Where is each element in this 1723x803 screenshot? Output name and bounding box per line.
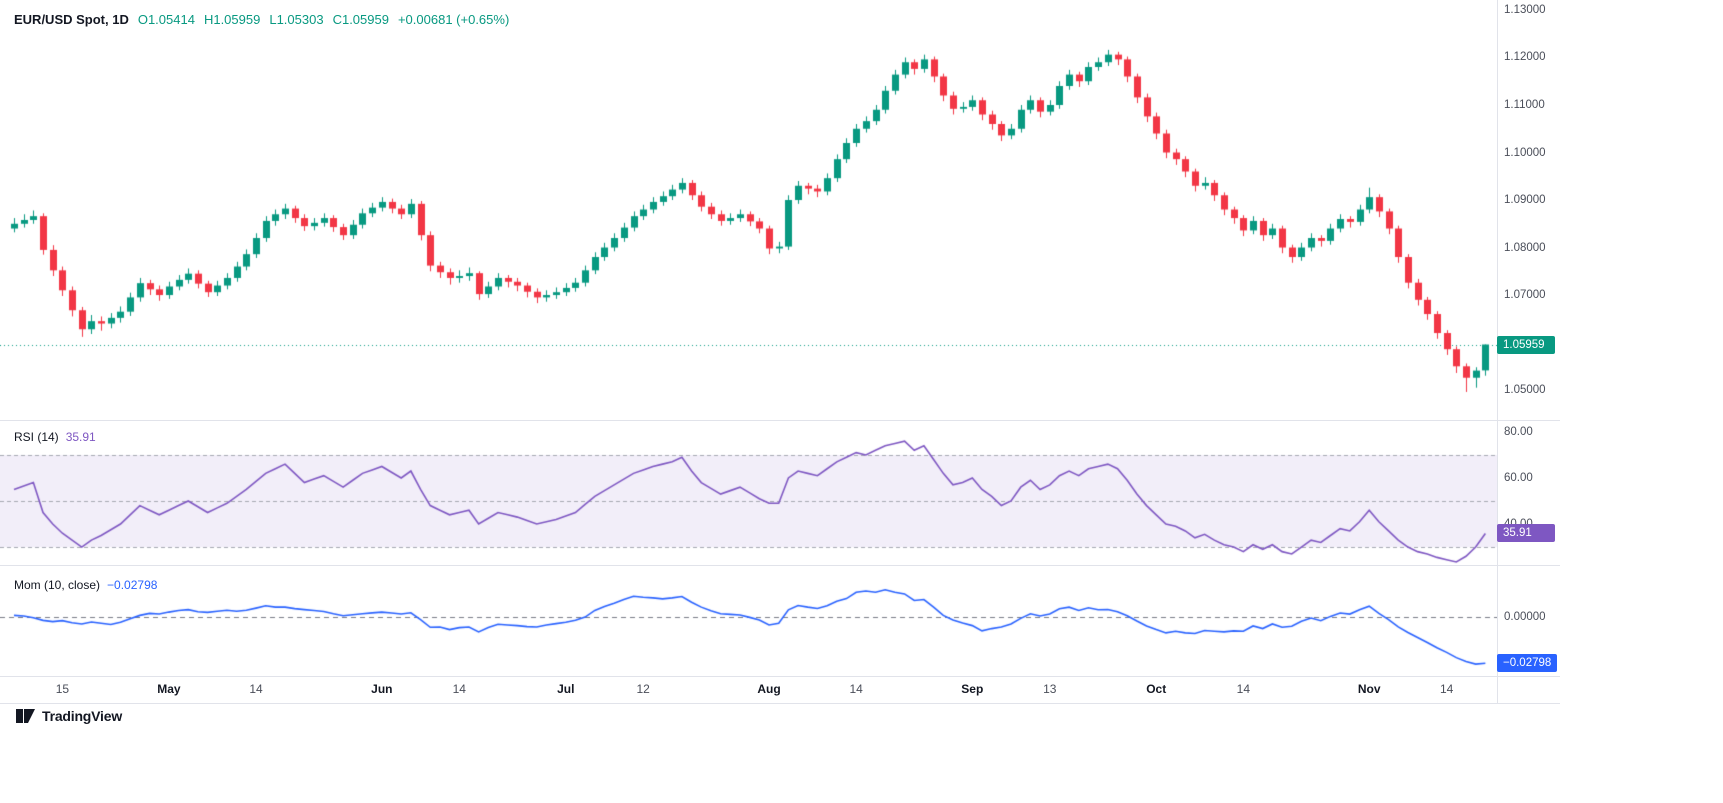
price-axis-label: 1.10000 — [1504, 146, 1546, 159]
time-axis-label: Jun — [371, 682, 393, 696]
time-axis-label: 14 — [1439, 682, 1454, 696]
symbol-title[interactable]: EUR/USD Spot, 1D — [14, 12, 129, 27]
mom-indicator-title[interactable]: Mom (10, close) — [14, 578, 101, 592]
time-axis-label: 14 — [249, 682, 263, 696]
rsi-legend: RSI (14) 35.91 — [14, 430, 96, 444]
mom-value-badge: −0.02798 — [1497, 654, 1558, 673]
mom-axis-label: 0.00000 — [1504, 611, 1546, 624]
time-axis-label: 14 — [849, 682, 863, 696]
time-axis-label: Nov — [1357, 682, 1381, 696]
tradingview-logo-icon — [16, 708, 35, 724]
rsi-indicator-value: 35.91 — [65, 430, 96, 444]
rsi-axis-label: 60.00 — [1504, 471, 1533, 484]
ohlc-close: C1.05959 — [332, 12, 389, 27]
tradingview-attribution[interactable]: TradingView — [16, 708, 122, 724]
time-axis-label: 12 — [636, 682, 650, 696]
rsi-value-badge: 35.91 — [1497, 524, 1555, 543]
price-axis-label: 1.11000 — [1504, 99, 1545, 111]
time-axis-label: Oct — [1146, 682, 1167, 696]
chart-canvas[interactable] — [0, 0, 1497, 676]
price-axis-label: 1.05000 — [1504, 384, 1546, 397]
price-change: +0.00681 (+0.65%) — [397, 12, 510, 27]
time-axis-label: 14 — [1236, 682, 1251, 696]
price-legend: EUR/USD Spot, 1D O1.05414 H1.05959 L1.05… — [14, 12, 509, 27]
time-scale-axis[interactable]: 15 May 14 Jun 14 Jul 12 Aug 14 Sep 13 Oct 14 Nov 14 — [0, 680, 1497, 702]
time-axis-separator — [0, 676, 1560, 677]
mom-indicator-value: −0.02798 — [107, 578, 158, 592]
rsi-indicator-title[interactable]: RSI (14) — [14, 430, 59, 444]
pane-separator-price-rsi[interactable] — [0, 420, 1560, 421]
time-axis-label: 13 — [1043, 682, 1057, 696]
ohlc-high: H1.05959 — [203, 12, 261, 27]
tradingview-logo-text: TradingView — [42, 708, 123, 724]
time-axis-label: May — [157, 682, 181, 696]
price-axis-label: 1.07000 — [1504, 289, 1546, 302]
time-axis-label: Jul — [557, 682, 575, 696]
time-axis-label: Sep — [961, 682, 984, 696]
ohlc-low: L1.05303 — [269, 12, 324, 27]
rsi-axis-label: 80.00 — [1504, 425, 1533, 438]
time-axis-label: 14 — [452, 682, 466, 696]
price-axis-label: 1.08000 — [1504, 241, 1546, 254]
pane-separator-rsi-mom[interactable] — [0, 565, 1560, 566]
time-axis-label: 15 — [55, 682, 70, 696]
time-axis-label: Aug — [757, 682, 781, 696]
mom-legend: Mom (10, close) −0.02798 — [14, 578, 157, 592]
price-scale-axis[interactable]: 1.13000 1.12000 1.11000 1.10000 1.09000 1.080… — [1497, 0, 1637, 703]
price-axis-label: 1.13000 — [1504, 3, 1546, 16]
footer-separator — [0, 703, 1560, 704]
price-axis-label: 1.12000 — [1504, 51, 1546, 64]
price-axis-label: 1.09000 — [1504, 194, 1546, 207]
ohlc-open: O1.05414 — [137, 12, 195, 27]
last-price-badge: 1.05959 — [1497, 335, 1555, 354]
